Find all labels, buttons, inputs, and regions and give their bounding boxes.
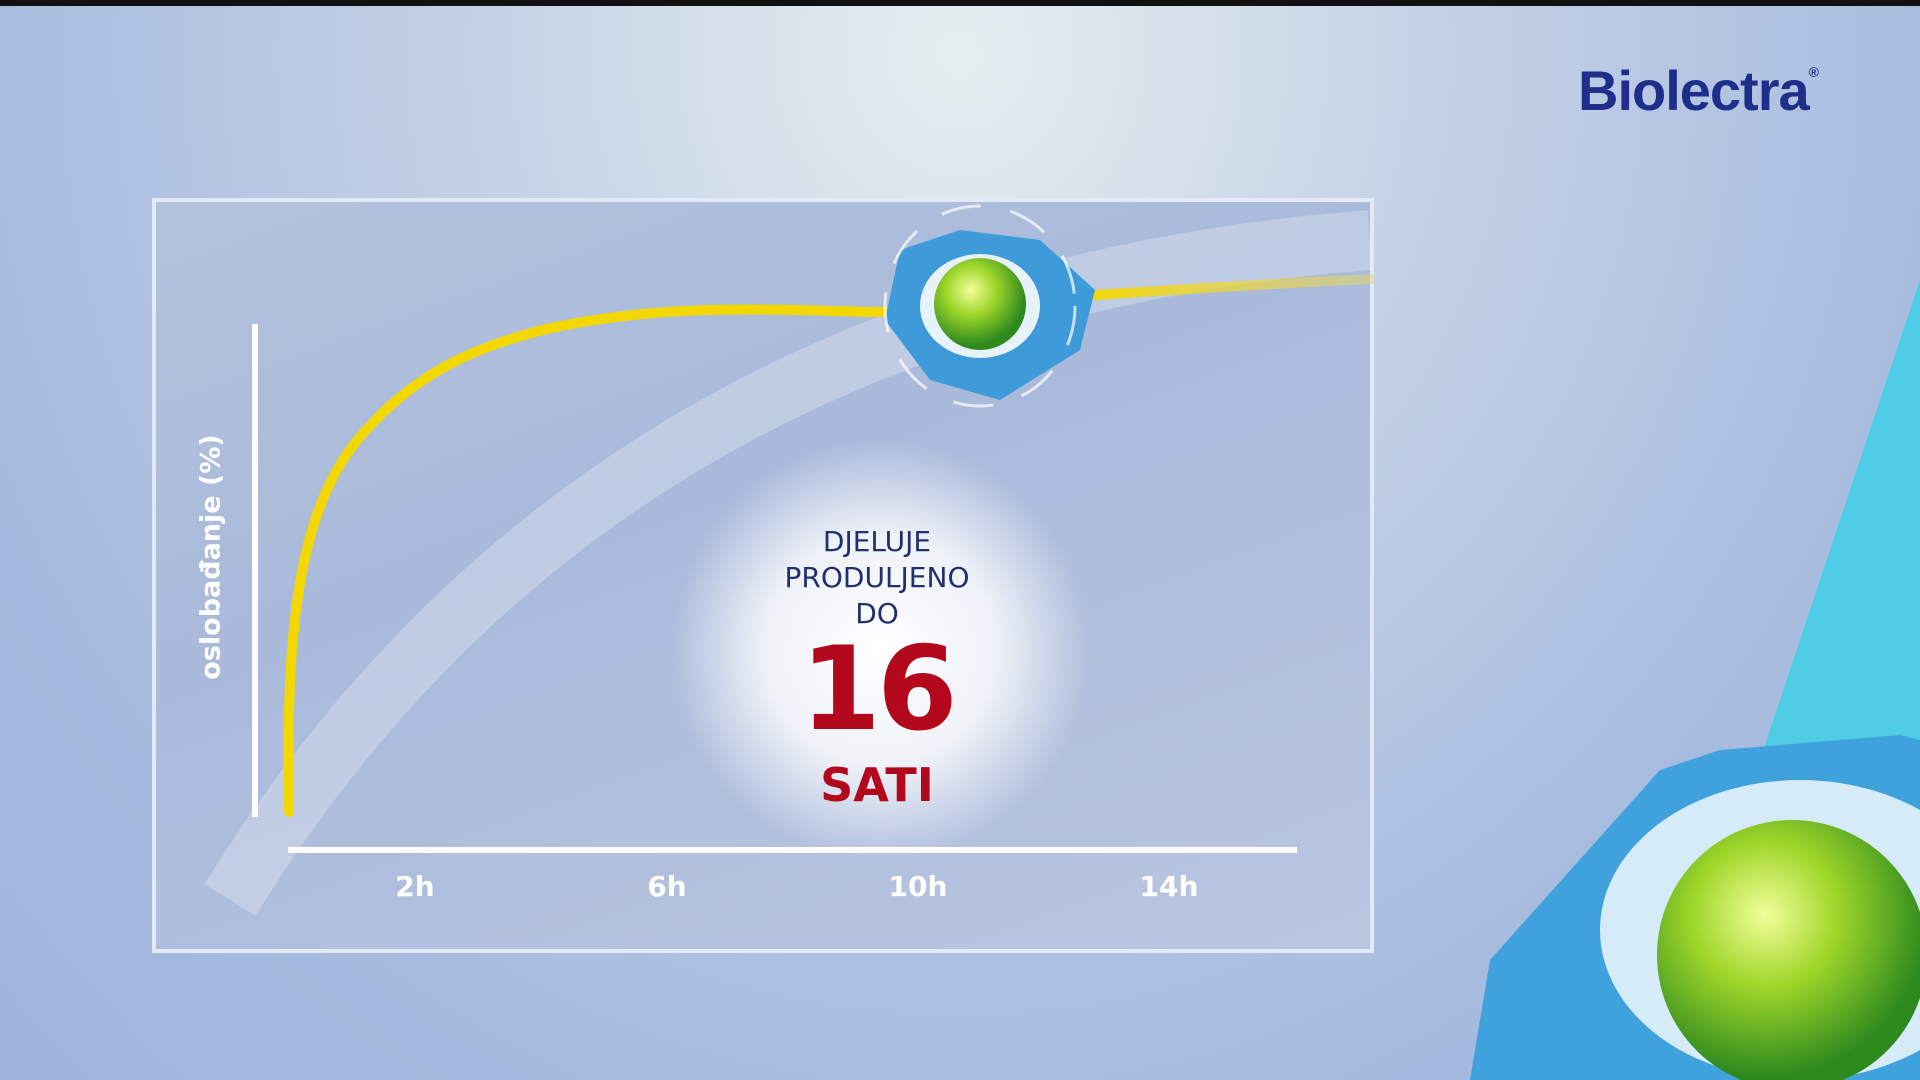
release-curve (283, 304, 899, 817)
background-arc (204, 210, 1373, 916)
claim-line-2: PRODULJENO (784, 561, 970, 594)
x-tick-label: 6h (647, 870, 687, 903)
claim-number: 16 (800, 622, 957, 757)
claim-text: DJELUJE PRODULJENO DO (785, 524, 970, 632)
release-curve-extension (1079, 274, 1375, 301)
registered-mark: ® (1808, 64, 1819, 80)
logo-text: Biolectra (1578, 59, 1810, 122)
text-glow (670, 440, 1090, 860)
biolectra-logo: Biolectra® (1578, 58, 1819, 123)
tablet-icon (883, 204, 1095, 408)
y-axis-label: oslobađanje (%) (195, 434, 227, 680)
claim-unit: SATI (820, 758, 934, 812)
x-tick-label: 14h (1139, 870, 1199, 903)
x-tick-label: 10h (888, 870, 948, 903)
large-tablet-icon (1470, 280, 1920, 1080)
top-bar (0, 0, 1920, 6)
claim-line-3: DO (855, 597, 899, 630)
claim-line-1: DJELUJE (822, 525, 932, 558)
x-tick-label: 2h (395, 870, 435, 903)
